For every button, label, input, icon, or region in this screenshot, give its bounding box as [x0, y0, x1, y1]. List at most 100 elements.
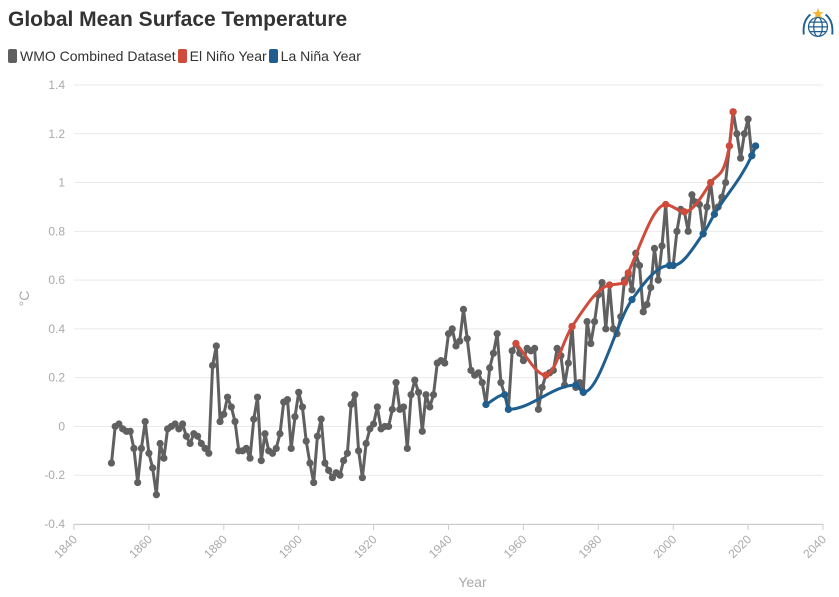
data-point-combined [497, 378, 505, 387]
data-point-combined [145, 449, 153, 457]
data-point-combined [456, 337, 464, 345]
data-point-combined [703, 203, 711, 211]
data-point-combined [325, 466, 333, 474]
data-point-combined [321, 459, 329, 467]
data-point-combined [478, 378, 486, 387]
data-point-combined [519, 356, 528, 365]
wmo-emblem-icon [802, 7, 834, 38]
data-point-combined [283, 396, 292, 404]
data-point-combined [130, 444, 138, 452]
data-point-combined [403, 444, 411, 452]
data-point-combined [587, 339, 595, 348]
data-point-combined [313, 432, 322, 440]
legend-label-combined: WMO Combined Dataset [20, 48, 176, 64]
data-point-combined [384, 422, 393, 431]
data-point-la-nina [699, 230, 707, 238]
x-tick-label: 1840 [51, 532, 80, 561]
legend-item-el-nino[interactable]: El Niño Year [177, 48, 267, 64]
data-point-combined [489, 349, 498, 357]
data-point-el-nino [725, 142, 733, 150]
x-tick-label: 1940 [426, 532, 455, 561]
data-point-combined [448, 325, 456, 333]
data-point-combined [411, 376, 419, 384]
data-point-combined [407, 391, 415, 399]
data-point-combined [347, 400, 355, 409]
data-point-combined [373, 403, 381, 411]
data-point-combined [328, 474, 337, 482]
data-point-combined [452, 342, 460, 350]
data-point-combined [609, 325, 617, 333]
legend-item-la-nina[interactable]: La Niña Year [268, 48, 361, 64]
data-point-combined [340, 456, 348, 465]
data-point-combined [628, 286, 636, 294]
data-point-combined [193, 432, 202, 440]
data-point-combined [208, 361, 217, 370]
data-point-combined [156, 439, 164, 448]
data-point-combined [186, 439, 194, 448]
data-point-combined [486, 364, 494, 372]
data-point-combined [426, 403, 434, 411]
data-point-combined [253, 393, 262, 401]
data-point-la-nina [751, 142, 760, 150]
data-point-combined [134, 478, 142, 487]
data-point-combined [650, 244, 659, 253]
data-point-combined [351, 391, 359, 399]
data-point-combined [160, 454, 168, 462]
data-point-combined [553, 344, 561, 352]
data-point-combined [223, 393, 232, 401]
x-axis-title: Year [458, 574, 487, 590]
data-point-combined [508, 347, 516, 355]
data-point-combined [171, 420, 179, 428]
data-point-combined [302, 437, 310, 445]
data-point-combined [216, 417, 224, 426]
data-point-la-nina [669, 261, 677, 270]
data-point-combined [317, 415, 325, 423]
y-tick-label: 1 [58, 176, 65, 190]
data-point-combined [463, 335, 471, 343]
data-point-combined [564, 359, 572, 367]
data-point-combined [583, 317, 591, 326]
data-point-el-nino [620, 278, 629, 287]
data-point-combined [212, 342, 220, 350]
data-point-combined [647, 283, 655, 292]
data-point-combined [366, 425, 374, 433]
data-point-combined [744, 115, 752, 123]
data-point-combined [654, 276, 662, 284]
legend-swatch-el-nino [177, 49, 187, 63]
data-point-el-nino [662, 200, 670, 209]
data-point-combined [261, 430, 269, 438]
x-tick-label: 1960 [501, 532, 530, 561]
data-point-combined [310, 478, 318, 487]
data-point-combined [598, 278, 606, 287]
data-point-combined [295, 388, 303, 396]
data-point-combined [534, 405, 542, 413]
data-point-combined [298, 403, 307, 411]
legend-item-combined[interactable]: WMO Combined Dataset [8, 48, 176, 64]
data-point-combined [733, 130, 741, 138]
legend-label-la-nina: La Niña Year [280, 48, 361, 64]
data-point-combined [268, 449, 277, 457]
x-tick-label: 1880 [201, 532, 230, 561]
data-point-combined [343, 449, 351, 457]
x-tick-label: 1920 [351, 532, 380, 561]
data-point-combined [152, 491, 160, 499]
y-tick-label: 0.6 [48, 273, 65, 287]
series-line-combined [110, 110, 758, 497]
y-tick-label: 0 [58, 419, 65, 433]
data-point-el-nino [707, 178, 715, 187]
data-point-combined [115, 420, 123, 428]
data-point-el-nino [512, 339, 520, 348]
data-point-combined [107, 459, 116, 467]
data-point-combined [227, 403, 235, 411]
y-tick-label: 1.4 [48, 78, 65, 92]
data-point-combined [336, 471, 344, 479]
data-point-combined [399, 403, 408, 411]
y-tick-label: 0.2 [48, 371, 65, 385]
x-tick-label: 1980 [576, 532, 605, 561]
data-point-combined [684, 227, 692, 235]
data-point-combined [658, 242, 666, 250]
data-point-combined [538, 383, 546, 392]
y-axis-title: °C [16, 291, 32, 307]
data-point-combined [250, 415, 258, 423]
data-point-combined [306, 459, 314, 467]
